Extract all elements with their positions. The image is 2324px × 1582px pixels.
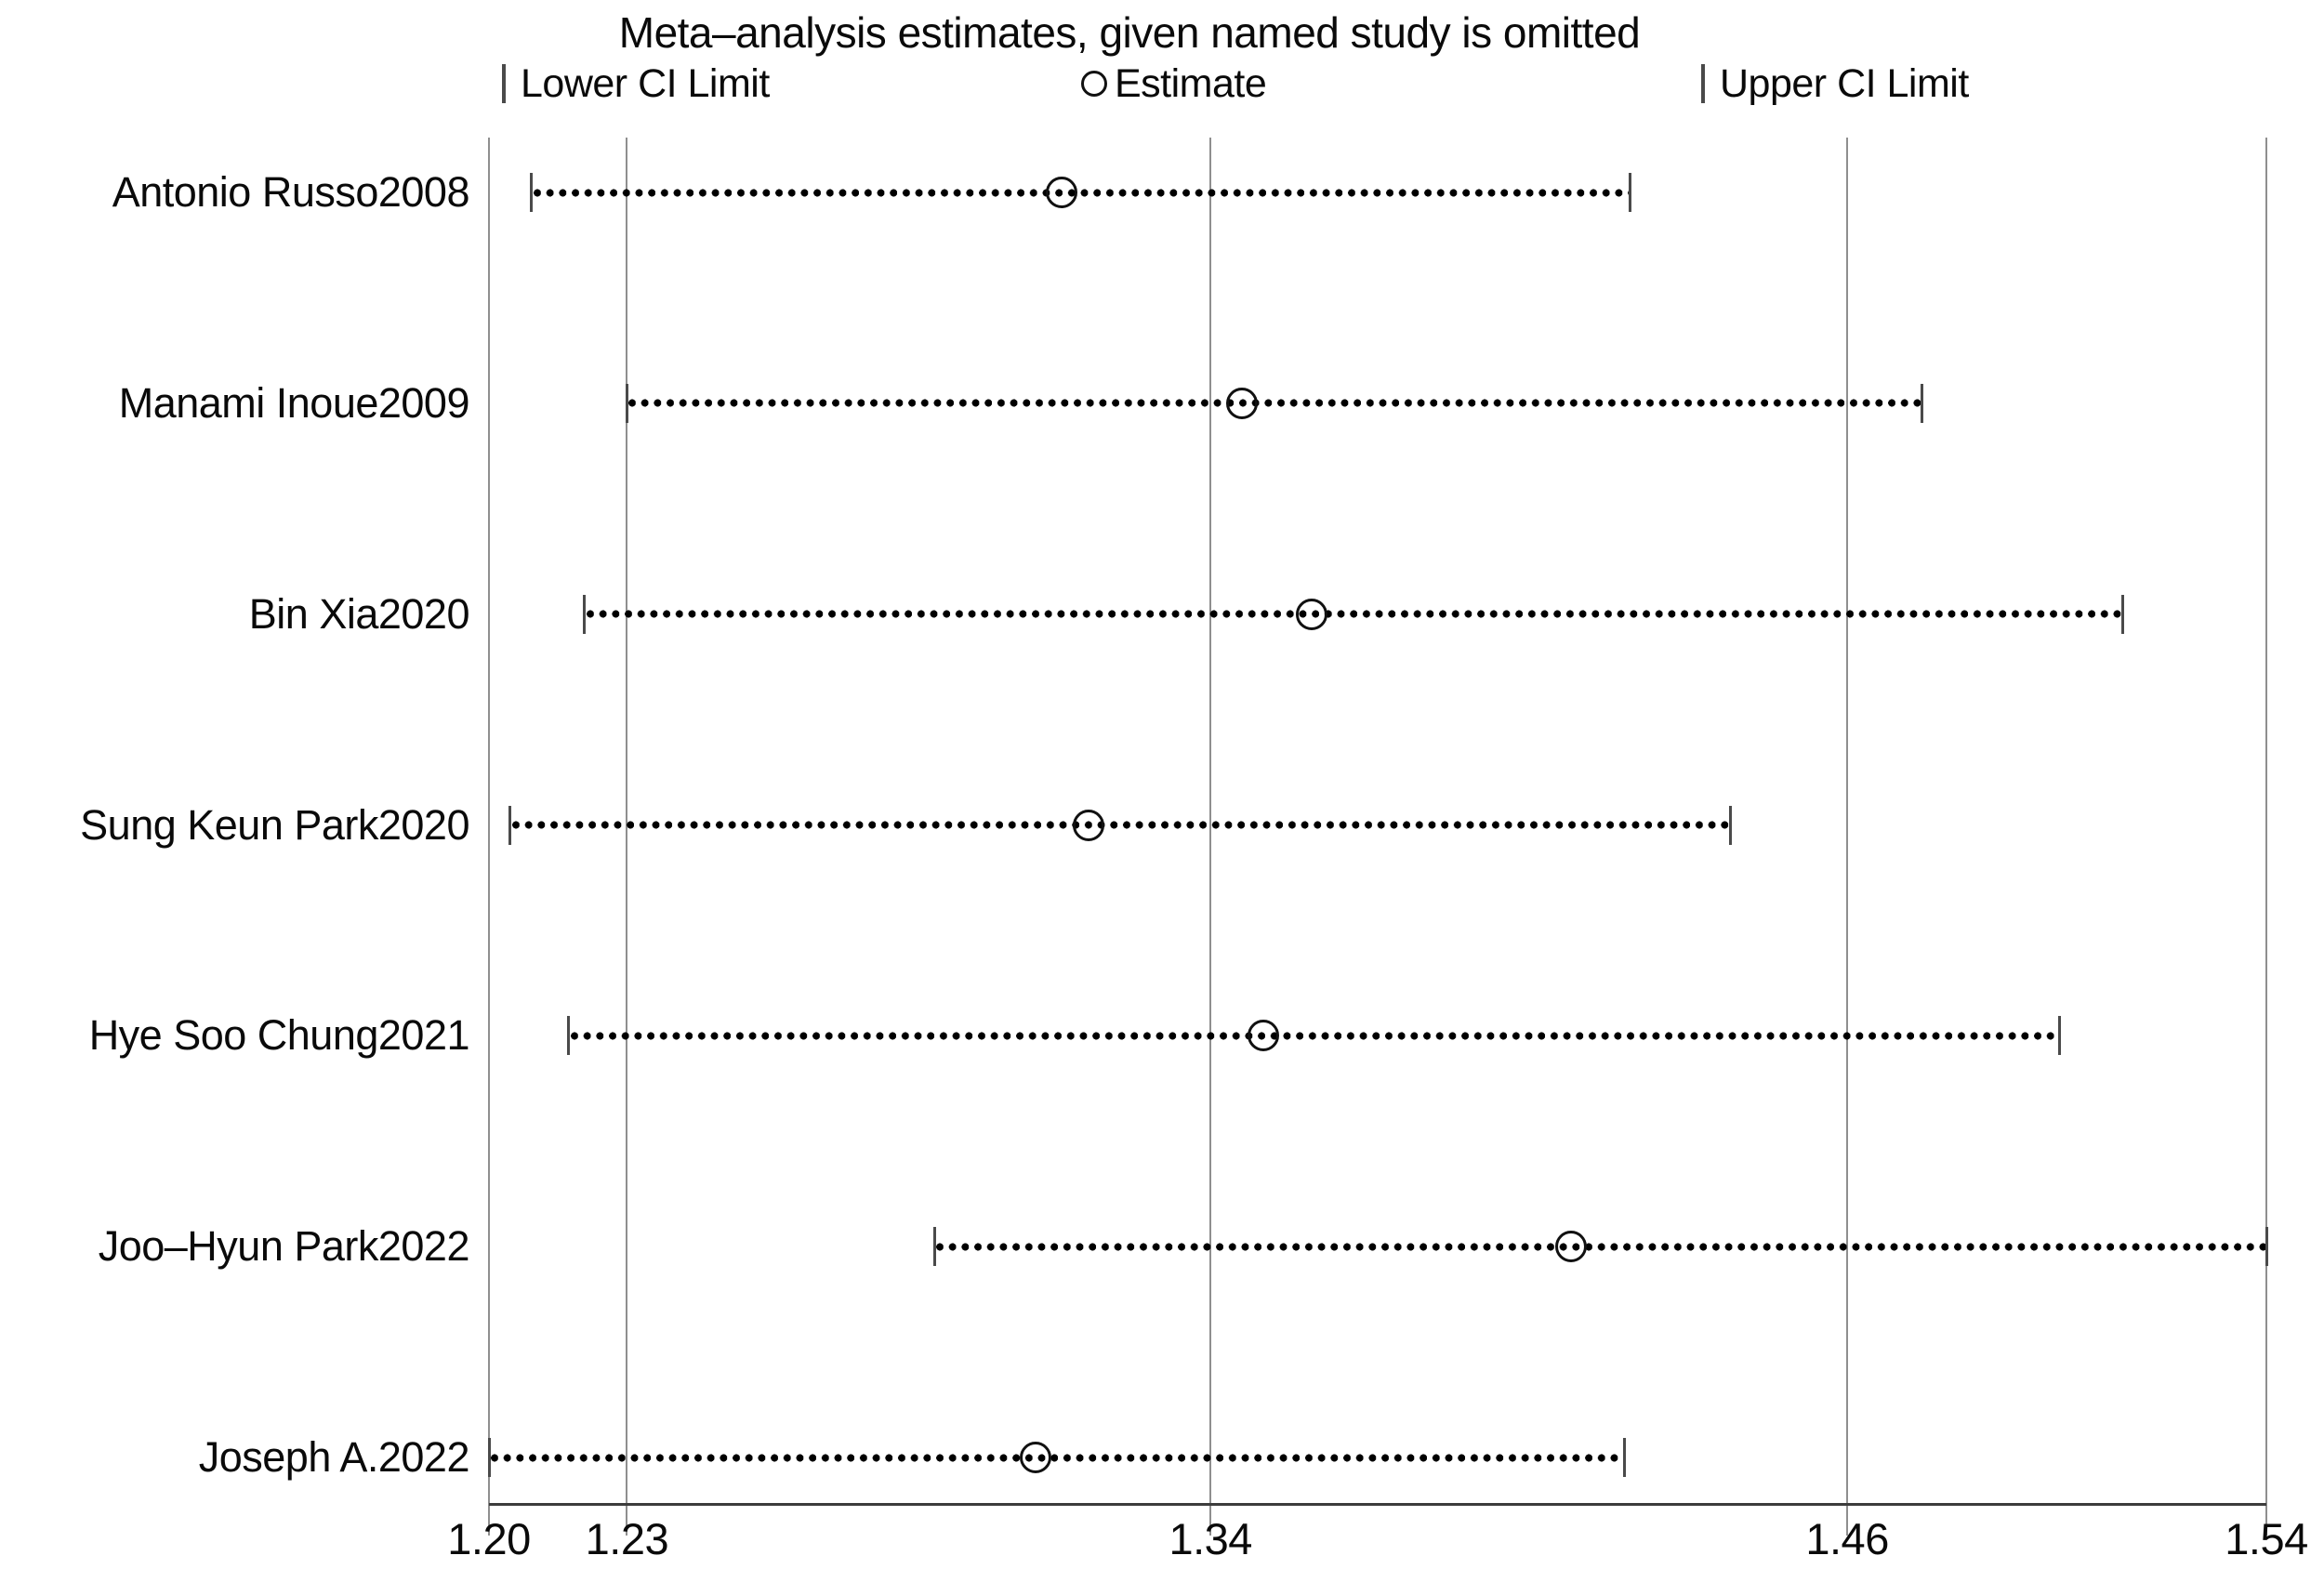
lower-ci-tick [583, 594, 587, 634]
ci-line [509, 821, 1731, 829]
gridline [626, 138, 628, 1536]
lower-ci-tick [530, 173, 534, 212]
ci-line [934, 1242, 2266, 1251]
ci-limit-bar-icon [502, 64, 506, 103]
upper-ci-tick [2121, 594, 2125, 634]
study-label: Antonio Russo2008 [112, 168, 470, 216]
legend-lower-ci-label: Lower CI Limit [521, 60, 770, 106]
estimate-marker [1226, 387, 1259, 419]
estimate-marker [1046, 177, 1078, 208]
estimate-marker [1295, 598, 1327, 630]
upper-ci-tick [1920, 383, 1923, 423]
ci-line [568, 1031, 2060, 1040]
x-tick-label: 1.34 [1169, 1514, 1252, 1563]
estimate-marker [1072, 809, 1104, 841]
x-tick-label: 1.23 [585, 1514, 669, 1563]
lower-ci-tick [487, 1438, 491, 1477]
legend-upper-ci-label: Upper CI Limit [1720, 60, 1969, 106]
gridline [488, 138, 490, 1536]
estimate-marker [1019, 1442, 1051, 1473]
upper-ci-tick [2265, 1227, 2268, 1267]
gridline [2265, 138, 2267, 1536]
lower-ci-tick [508, 805, 512, 845]
lower-ci-tick [567, 1016, 571, 1056]
x-tick-label: 1.54 [2225, 1514, 2308, 1563]
upper-ci-tick [1622, 1438, 1626, 1477]
study-label: Joo–Hyun Park2022 [98, 1222, 470, 1271]
ci-line [627, 399, 1921, 408]
x-tick-label: 1.46 [1805, 1514, 1889, 1563]
ci-line [489, 1453, 1625, 1462]
chart-title: Meta–analysis estimates, given named stu… [618, 8, 1641, 57]
legend-lower-ci: Lower CI Limit [502, 58, 770, 110]
upper-ci-tick [2057, 1016, 2061, 1056]
legend-upper-ci: Upper CI Limit [1701, 58, 1969, 110]
legend-estimate: Estimate [1081, 58, 1267, 110]
open-circle-icon [1081, 71, 1107, 97]
study-label: Joseph A.2022 [198, 1433, 470, 1481]
study-label: Manami Inoue2009 [118, 378, 470, 427]
study-label: Hye Soo Chung2021 [88, 1011, 470, 1060]
upper-ci-tick [1729, 805, 1733, 845]
lower-ci-tick [625, 383, 628, 423]
estimate-marker [1555, 1231, 1588, 1263]
lower-ci-tick [932, 1227, 936, 1267]
study-label: Bin Xia2020 [248, 589, 470, 638]
estimate-marker [1248, 1020, 1280, 1052]
study-label: Sung Keun Park2020 [80, 800, 469, 849]
legend-estimate-label: Estimate [1115, 60, 1267, 106]
ci-limit-bar-icon [1701, 64, 1705, 103]
x-tick-label: 1.20 [447, 1514, 531, 1563]
gridline [1846, 138, 1849, 1536]
upper-ci-tick [1628, 173, 1631, 212]
ci-line [584, 610, 2123, 619]
ci-line [531, 188, 1631, 197]
gridline [1209, 138, 1212, 1536]
x-axis-line [489, 1503, 2266, 1506]
